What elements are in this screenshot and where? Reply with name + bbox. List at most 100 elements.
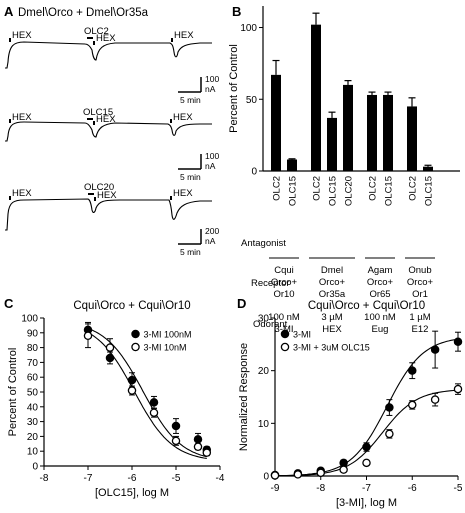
trace-1-scale-unit: nA bbox=[205, 84, 216, 94]
c-x-tick-label-4: -4 bbox=[216, 473, 225, 484]
d-legend-marker-0 bbox=[280, 329, 290, 339]
b-antagonist-label-g2-0: OLC2 bbox=[368, 176, 379, 201]
b-bar-g2-1 bbox=[383, 94, 393, 171]
trace-1-stim-3-label: HEX bbox=[96, 33, 116, 44]
c-y-tick-label-0: 0 bbox=[32, 462, 38, 473]
c-y-axis-label: Percent of Control bbox=[7, 348, 19, 437]
d-point-1-7 bbox=[430, 395, 440, 404]
trace-1-line bbox=[5, 41, 212, 69]
panel-b-letter: B bbox=[232, 4, 241, 19]
b-y-tick-label-0: 0 bbox=[251, 167, 257, 178]
trace-3-scale-time: 5 min bbox=[180, 247, 201, 257]
b-odorant-g3-line-1: E12 bbox=[412, 324, 429, 335]
d-point-0-7 bbox=[430, 345, 440, 354]
b-receptor-g1-line-2: Or35a bbox=[319, 289, 346, 300]
c-fit-0 bbox=[87, 327, 207, 458]
b-antagonist-label-g0-0: OLC2 bbox=[272, 176, 283, 201]
d-y-tick-label-0: 0 bbox=[263, 472, 269, 483]
d-x-tick-label-2: -7 bbox=[362, 483, 371, 494]
trace-2-stim-3-label: HEX bbox=[96, 114, 116, 125]
trace-2-stim-4-label: HEX bbox=[173, 112, 193, 123]
b-receptor-g3-line-2: Or1 bbox=[412, 289, 428, 300]
b-receptor-g0-line-1: Orco+ bbox=[271, 277, 298, 288]
d-x-axis-label: [3-MI], log M bbox=[336, 497, 397, 509]
c-x-axis-label: [OLC15], log M bbox=[95, 487, 169, 499]
trace-1-stim-4-label: HEX bbox=[174, 30, 194, 41]
trace-3-stim-4-label: HEX bbox=[173, 188, 193, 199]
b-receptor-g2-line-1: Orco+ bbox=[367, 277, 394, 288]
b-bar-g3-0 bbox=[407, 106, 417, 171]
d-point-1-1 bbox=[293, 470, 303, 479]
b-odorant-g2-line-0: 100 nM bbox=[364, 312, 396, 323]
c-point-1-1 bbox=[105, 343, 115, 352]
d-point-1-4 bbox=[362, 458, 371, 468]
trace-2-scale-value: 100 bbox=[205, 151, 219, 161]
c-legend-marker-1 bbox=[131, 342, 140, 352]
b-odorant-g1-line-0: 3 µM bbox=[321, 312, 342, 323]
d-point-0-4 bbox=[362, 442, 371, 452]
c-y-tick-label-3: 30 bbox=[27, 417, 39, 428]
row-label-antagonist: Antagonist bbox=[241, 238, 286, 249]
c-point-0-4 bbox=[171, 421, 181, 431]
c-point-0-2 bbox=[127, 375, 137, 385]
b-antagonist-label-g2-1: OLC15 bbox=[384, 176, 395, 206]
d-x-tick-label-4: -5 bbox=[454, 483, 463, 494]
trace-3-stim-2-label: OLC20 bbox=[84, 182, 114, 193]
trace-1-stim-1-label: HEX bbox=[12, 30, 32, 41]
trace-3-line bbox=[5, 198, 212, 231]
c-x-tick-label-1: -7 bbox=[84, 473, 93, 484]
d-x-tick-label-0: -9 bbox=[271, 483, 280, 494]
panel-a-letter: A bbox=[4, 4, 14, 19]
c-y-tick-label-4: 40 bbox=[27, 402, 39, 413]
b-bar-g0-1 bbox=[287, 159, 297, 171]
trace-2-scale-time: 5 min bbox=[180, 172, 201, 182]
d-legend-label-0: 3-MI bbox=[293, 330, 311, 340]
c-x-tick-label-0: -8 bbox=[40, 473, 49, 484]
b-odorant-g0-line-1: 3-MI bbox=[275, 324, 294, 335]
c-point-1-6 bbox=[202, 448, 212, 457]
d-point-0-8 bbox=[453, 337, 463, 346]
d-point-1-3 bbox=[339, 465, 348, 474]
trace-1-scale-value: 100 bbox=[205, 74, 219, 84]
trace-1-stim-2-label: OLC2 bbox=[84, 26, 109, 37]
panel-a-title: Dmel\Orco + Dmel\Or35a bbox=[18, 7, 149, 19]
d-point-0-5 bbox=[385, 403, 394, 412]
c-y-tick-label-8: 80 bbox=[27, 343, 39, 354]
d-fit-0 bbox=[275, 338, 459, 477]
row-label-receptor: Receptor bbox=[251, 278, 290, 289]
b-bar-g2-0 bbox=[367, 94, 377, 171]
trace-3: HEX OLC20 HEX HEX 200 nA 5 min bbox=[5, 182, 219, 257]
trace-1: HEX OLC2 HEX HEX 100 nA 5 min bbox=[5, 26, 219, 105]
c-point-0-5 bbox=[193, 435, 203, 444]
d-point-0-3 bbox=[339, 458, 348, 468]
trace-2-stim-1-label: HEX bbox=[12, 112, 32, 123]
d-point-1-2 bbox=[316, 468, 325, 478]
d-point-1-6 bbox=[407, 400, 417, 410]
c-y-tick-label-5: 50 bbox=[27, 388, 39, 399]
c-legend-label-1: 3-MI 10nM bbox=[144, 343, 187, 353]
c-y-tick-label-1: 10 bbox=[27, 447, 39, 458]
trace-1-scale-time: 5 min bbox=[180, 95, 201, 105]
c-point-1-2 bbox=[127, 386, 137, 395]
c-legend-label-0: 3-MI 100nM bbox=[144, 330, 192, 340]
b-antagonist-label-g1-2: OLC20 bbox=[344, 176, 355, 206]
b-receptor-g2-line-2: Or65 bbox=[369, 289, 390, 300]
c-point-1-4 bbox=[171, 436, 181, 446]
c-x-tick-label-3: -5 bbox=[172, 473, 181, 484]
b-y-tick-label-1: 50 bbox=[246, 95, 258, 106]
b-antagonist-label-g3-1: OLC15 bbox=[424, 176, 435, 206]
d-legend-label-1: 3-MI + 3uM OLC15 bbox=[293, 343, 370, 353]
b-antagonist-label-g1-0: OLC2 bbox=[312, 176, 323, 201]
b-bar-g0-0 bbox=[271, 74, 281, 171]
c-point-1-3 bbox=[149, 408, 159, 417]
c-y-tick-label-10: 100 bbox=[21, 314, 38, 325]
b-odorant-g2-line-1: Eug bbox=[372, 324, 389, 335]
b-receptor-g3-line-0: Onub bbox=[408, 265, 431, 276]
trace-2-line bbox=[5, 121, 212, 142]
c-point-0-3 bbox=[149, 398, 159, 407]
panel-c-chart: Cqui\Orco + Cqui\Or10 -8 -7 -6 -5 -4 0 10 20 30 40… bbox=[7, 300, 225, 499]
d-point-1-5 bbox=[385, 429, 394, 439]
